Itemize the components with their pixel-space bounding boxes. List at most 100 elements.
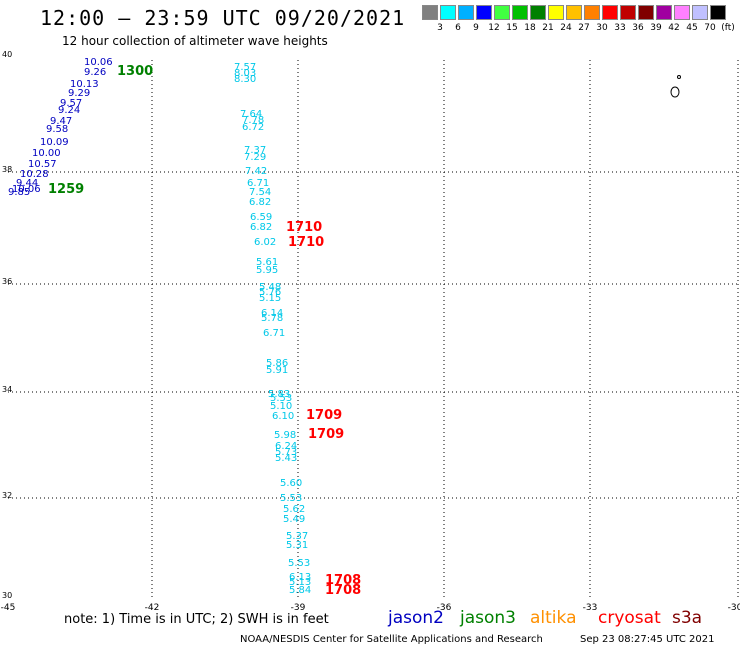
swh-value: 5.61	[256, 257, 278, 268]
legend-swatch	[530, 5, 546, 20]
legend-label: 24	[560, 23, 572, 33]
swh-value: 5.53	[288, 558, 310, 569]
legend-swatch	[548, 5, 564, 20]
legend-label: 42	[668, 23, 680, 33]
jason2-value: 9.57	[60, 98, 82, 109]
legend-label: 30	[596, 23, 608, 33]
swh-value: 5.37	[286, 531, 308, 542]
page-title: 12:00 – 23:59 UTC 09/20/2021	[40, 6, 406, 30]
jason2-value: 10.13	[70, 79, 99, 90]
legend-label: 39	[650, 23, 662, 33]
lon-tick-label: -45	[1, 603, 16, 613]
swh-value: 7.29	[244, 152, 266, 163]
swh-value: 8.03	[234, 68, 256, 79]
legend-swatch	[656, 5, 672, 20]
legend-unit: (ft)	[721, 23, 735, 33]
legend-label: 3	[437, 23, 443, 33]
track-time-label: 1300	[117, 64, 153, 79]
lon-tick-label: -42	[145, 603, 160, 613]
swh-value: 6.14	[261, 308, 283, 319]
swh-value: 6.71	[263, 328, 285, 339]
legend-label: 45	[686, 23, 698, 33]
jason2-value: 9.24	[58, 105, 80, 116]
legend-swatch	[584, 5, 600, 20]
swh-value: 6.72	[242, 122, 264, 133]
note-text: note: 1) Time is in UTC; 2) SWH is in fe…	[64, 612, 329, 627]
jason2-value: 10.06	[12, 184, 41, 195]
footer-credit: NOAA/NESDIS Center for Satellite Applica…	[240, 634, 543, 645]
swh-value: 5.98	[274, 430, 296, 441]
satellite-cryosat: cryosat	[598, 608, 661, 628]
track-time-label: 1709	[308, 427, 344, 442]
legend-swatch	[512, 5, 528, 20]
swh-value: 7.57	[234, 62, 256, 73]
lat-tick-label: 32	[2, 491, 12, 500]
swh-value: 6.13	[289, 572, 311, 583]
satellite-s3a: s3a	[672, 608, 703, 628]
jason2-value: 9.44	[16, 178, 38, 189]
satellite-jason3: jason3	[460, 608, 516, 628]
jason2-value: 10.00	[32, 148, 61, 159]
legend-swatch	[602, 5, 618, 20]
track-time-label: 1710	[286, 220, 322, 235]
swh-value: 5.84	[289, 585, 311, 596]
island-outline	[670, 86, 680, 98]
footer-timestamp: Sep 23 08:27:45 UTC 2021	[580, 634, 715, 645]
swh-value: 6.82	[249, 197, 271, 208]
legend-label: 33	[614, 23, 626, 33]
swh-value: 6.24	[275, 441, 297, 452]
track-time-label: 1708	[325, 583, 361, 598]
lat-tick-label: 36	[2, 277, 12, 286]
swh-value: 5.31	[286, 540, 308, 551]
swh-value: 5.10	[270, 401, 292, 412]
jason2-value: 9.58	[46, 124, 68, 135]
lat-tick-label: 38	[2, 165, 12, 174]
jason2-value: 10.28	[20, 169, 49, 180]
swh-value: 8.30	[234, 74, 256, 85]
swh-value: 7.54	[249, 187, 271, 198]
legend-label: 18	[524, 23, 536, 33]
swh-value: 5.60	[280, 478, 302, 489]
legend-label: 36	[632, 23, 644, 33]
track-time-label: 1259	[48, 182, 84, 197]
lon-tick-label: -36	[437, 603, 452, 613]
swh-value: 5.73	[275, 447, 297, 458]
page-subtitle: 12 hour collection of altimeter wave hei…	[62, 34, 328, 48]
legend-label: 12	[488, 23, 500, 33]
lon-tick-label: -30	[728, 603, 740, 613]
legend-swatch	[674, 5, 690, 20]
jason2-value: 9.29	[68, 88, 90, 99]
jason2-value: 10.09	[40, 137, 69, 148]
island-outline	[677, 75, 681, 79]
swh-value: 6.02	[254, 237, 276, 248]
legend-swatch	[710, 5, 726, 20]
legend-swatch	[620, 5, 636, 20]
swh-value: 5.43	[275, 453, 297, 464]
legend-swatch	[422, 5, 438, 20]
lat-tick-label: 40	[2, 50, 12, 59]
lat-tick-label: 34	[2, 385, 12, 394]
swh-value: 5.15	[259, 293, 281, 304]
swh-value: 5.13	[289, 577, 311, 588]
legend-swatch	[458, 5, 474, 20]
jason2-value: 10.06	[84, 57, 113, 68]
legend-swatch	[440, 5, 456, 20]
swh-value: 5.49	[283, 514, 305, 525]
track-time-label: 1710	[288, 235, 324, 250]
swh-value: 5.91	[266, 365, 288, 376]
legend-label: 70	[704, 23, 716, 33]
swh-value: 5.76	[259, 287, 281, 298]
jason2-value: 10.57	[28, 159, 57, 170]
swh-value: 5.53	[270, 393, 292, 404]
jason2-value: 9.26	[84, 67, 106, 78]
legend-label: 9	[473, 23, 479, 33]
swh-value: 5.78	[261, 313, 283, 324]
swh-value: 7.42	[245, 166, 267, 177]
legend-label: 15	[506, 23, 518, 33]
swh-value: 5.95	[256, 265, 278, 276]
swh-value: 6.59	[250, 212, 272, 223]
legend-label: 27	[578, 23, 590, 33]
swh-value: 6.71	[247, 178, 269, 189]
swh-value: 5.83	[268, 389, 290, 400]
